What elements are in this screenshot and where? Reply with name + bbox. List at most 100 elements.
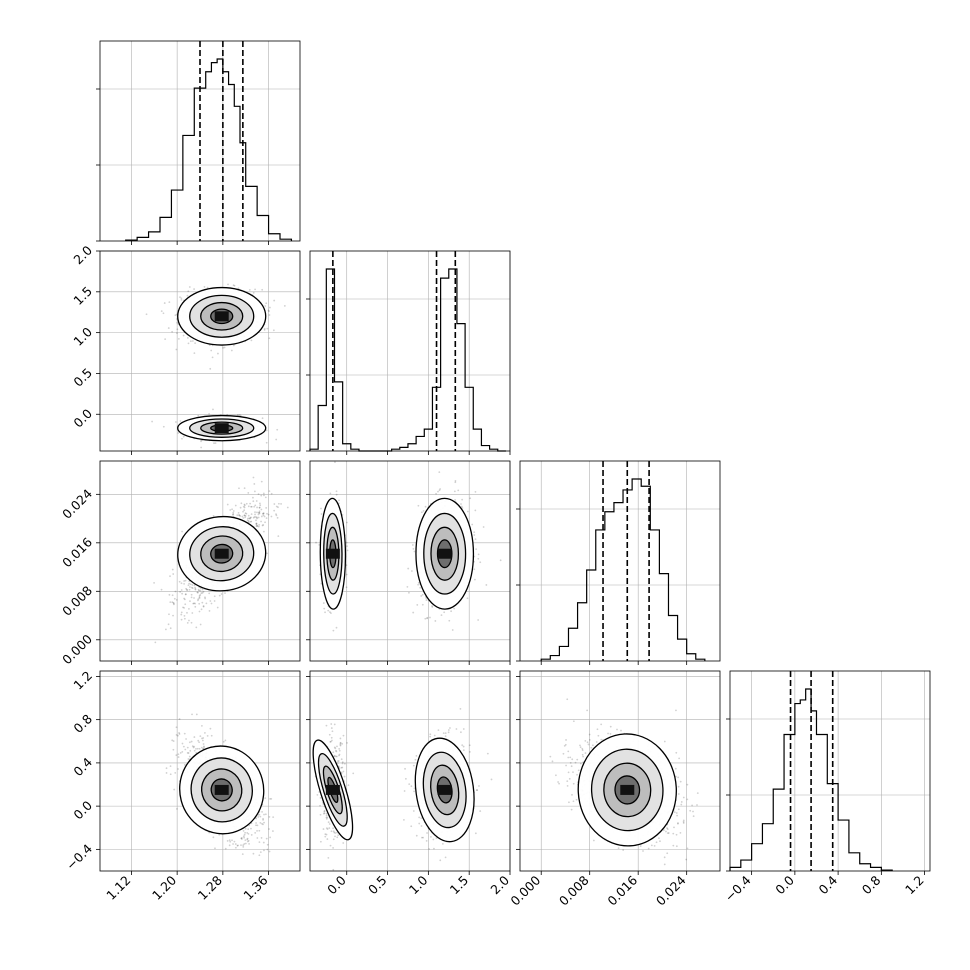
scatter-point	[339, 744, 342, 747]
scatter-point	[176, 808, 178, 810]
scatter-point	[210, 602, 213, 605]
scatter-point	[322, 602, 325, 604]
scatter-point	[257, 513, 260, 516]
scatter-point	[188, 741, 191, 744]
scatter-point	[247, 514, 250, 517]
scatter-point	[261, 288, 264, 291]
scatter-point	[258, 523, 261, 526]
scatter-point	[266, 327, 269, 330]
scatter-point	[330, 740, 332, 743]
scatter-point	[202, 737, 205, 739]
scatter-point	[194, 586, 196, 589]
scatter-point	[424, 617, 427, 620]
scatter-point	[474, 538, 477, 540]
scatter-point	[276, 428, 279, 431]
scatter-point	[244, 515, 247, 517]
scatter-point	[474, 509, 477, 512]
scatter-point	[198, 610, 201, 613]
scatter-point	[171, 739, 174, 742]
scatter-point	[180, 613, 183, 616]
scatter-point	[188, 286, 191, 288]
scatter-point	[406, 585, 409, 588]
scatter-point	[197, 599, 199, 602]
scatter-point	[153, 581, 155, 584]
scatter-point	[199, 593, 202, 596]
scatter-point	[257, 516, 260, 519]
scatter-point	[461, 498, 464, 501]
scatter-point	[421, 603, 424, 606]
scatter-point	[189, 749, 192, 752]
scatter-point	[268, 337, 271, 340]
scatter-point	[259, 821, 262, 824]
scatter-point	[177, 768, 179, 770]
scatter-point	[471, 523, 474, 526]
panel-frame	[99, 40, 301, 242]
scatter-point	[187, 752, 190, 754]
scatter-point	[190, 586, 193, 589]
scatter-point	[346, 549, 349, 552]
scatter-point	[200, 746, 203, 749]
scatter-point	[335, 490, 338, 493]
scatter-point	[277, 502, 280, 505]
scatter-point	[183, 580, 185, 582]
histogram-step	[729, 688, 893, 871]
scatter-point	[176, 321, 179, 324]
scatter-point	[479, 561, 482, 564]
scatter-point	[230, 349, 233, 352]
panel-frame	[309, 250, 511, 452]
scatter-point	[185, 587, 187, 590]
scatter-point	[253, 483, 256, 485]
scatter-point	[245, 512, 248, 515]
scatter-point	[186, 294, 189, 297]
scatter-point	[195, 713, 198, 716]
scatter-point	[265, 517, 268, 520]
scatter-point	[240, 844, 242, 847]
scatter-point	[169, 773, 172, 776]
scatter-point	[438, 471, 441, 474]
scatter-point	[184, 593, 187, 596]
scatter-point	[206, 734, 209, 737]
scatter-point	[407, 567, 410, 570]
scatter-point	[180, 611, 183, 614]
scatter-point	[176, 734, 179, 737]
scatter-point	[337, 834, 340, 837]
scatter-point	[172, 748, 175, 751]
scatter-point	[180, 298, 183, 301]
scatter-point	[244, 831, 247, 834]
scatter-point	[178, 580, 181, 583]
scatter-point	[254, 288, 257, 291]
scatter-point	[232, 344, 235, 347]
scatter-point	[184, 579, 187, 582]
scatter-point	[419, 586, 422, 589]
scatter-point	[184, 598, 186, 601]
scatter-point	[243, 487, 246, 490]
scatter-point	[177, 756, 180, 758]
scatter-point	[316, 793, 319, 796]
scatter-point	[255, 522, 258, 525]
scatter-point	[169, 765, 172, 768]
scatter-point	[234, 504, 237, 507]
scatter-point	[259, 502, 261, 505]
scatter-point	[341, 766, 344, 769]
scatter-point	[182, 606, 184, 609]
scatter-point	[202, 605, 205, 608]
scatter-point	[262, 823, 264, 826]
scatter-point	[334, 461, 336, 464]
scatter-point	[206, 286, 209, 289]
scatter-point	[183, 582, 185, 585]
scatter-point	[145, 313, 148, 316]
scatter-point	[325, 816, 328, 819]
scatter-point	[243, 503, 246, 506]
scatter-point	[201, 591, 204, 594]
scatter-point	[460, 505, 463, 508]
scatter-point	[255, 525, 258, 527]
scatter-point	[188, 755, 191, 758]
scatter-point	[417, 581, 420, 584]
scatter-point	[335, 750, 338, 753]
scatter-point	[198, 741, 201, 744]
scatter-point	[183, 617, 186, 620]
scatter-point	[325, 812, 328, 815]
scatter-point	[417, 583, 420, 586]
scatter-point	[273, 509, 276, 512]
scatter-point	[466, 510, 469, 513]
